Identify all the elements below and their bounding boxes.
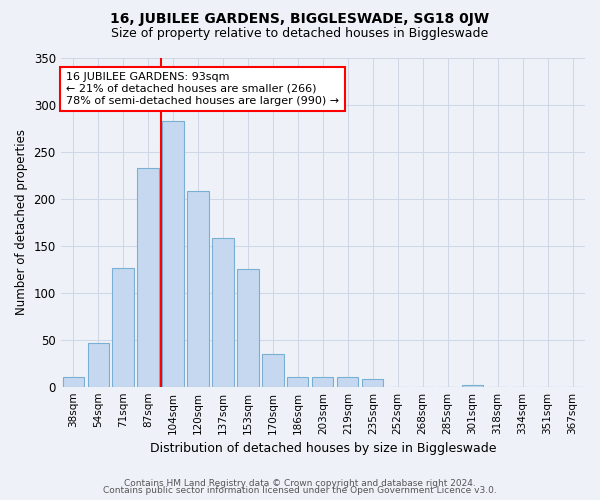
Bar: [287, 378, 308, 386]
Bar: [112, 268, 134, 386]
Bar: [462, 385, 483, 386]
Bar: [163, 120, 184, 386]
Text: Contains public sector information licensed under the Open Government Licence v3: Contains public sector information licen…: [103, 486, 497, 495]
Bar: [137, 168, 158, 386]
Text: 16 JUBILEE GARDENS: 93sqm
← 21% of detached houses are smaller (266)
78% of semi: 16 JUBILEE GARDENS: 93sqm ← 21% of detac…: [66, 72, 339, 106]
Bar: [62, 378, 84, 386]
Text: Contains HM Land Registry data © Crown copyright and database right 2024.: Contains HM Land Registry data © Crown c…: [124, 478, 476, 488]
Bar: [187, 191, 209, 386]
Bar: [262, 354, 284, 386]
Text: 16, JUBILEE GARDENS, BIGGLESWADE, SG18 0JW: 16, JUBILEE GARDENS, BIGGLESWADE, SG18 0…: [110, 12, 490, 26]
Bar: [362, 379, 383, 386]
Bar: [238, 269, 259, 386]
Y-axis label: Number of detached properties: Number of detached properties: [15, 129, 28, 315]
X-axis label: Distribution of detached houses by size in Biggleswade: Distribution of detached houses by size …: [149, 442, 496, 455]
Bar: [337, 378, 358, 386]
Bar: [212, 238, 233, 386]
Bar: [312, 378, 334, 386]
Bar: [88, 344, 109, 386]
Text: Size of property relative to detached houses in Biggleswade: Size of property relative to detached ho…: [112, 28, 488, 40]
